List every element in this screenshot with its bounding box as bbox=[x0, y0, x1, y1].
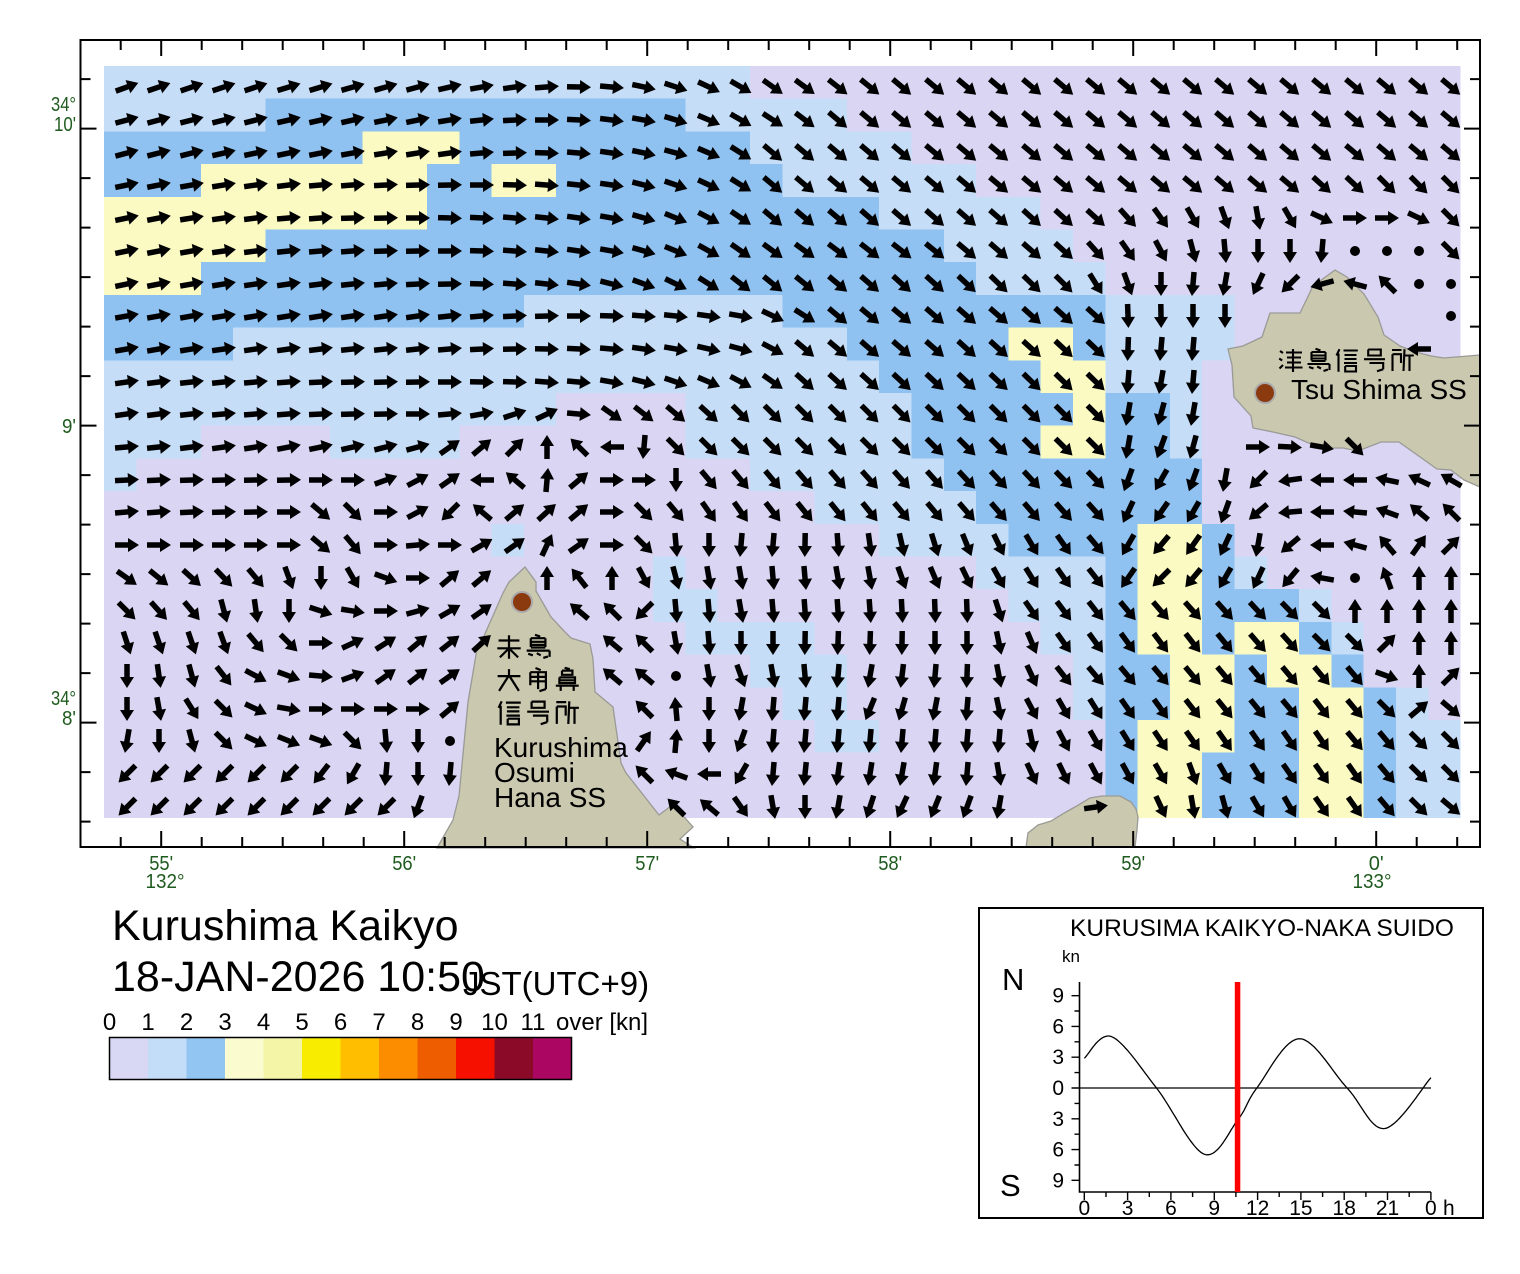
svg-text:18: 18 bbox=[1333, 1197, 1356, 1220]
svg-text:8: 8 bbox=[411, 1009, 424, 1036]
svg-text:9: 9 bbox=[1052, 985, 1064, 1008]
svg-text:Kurushima Kaikyo: Kurushima Kaikyo bbox=[112, 902, 459, 950]
svg-text:6: 6 bbox=[1052, 1015, 1064, 1038]
svg-text:kn: kn bbox=[1062, 947, 1080, 966]
svg-text:3: 3 bbox=[218, 1009, 231, 1036]
svg-text:JST(UTC+9): JST(UTC+9) bbox=[463, 965, 649, 1002]
svg-text:6: 6 bbox=[334, 1009, 347, 1036]
svg-text:10': 10' bbox=[54, 114, 76, 136]
svg-text:N: N bbox=[1002, 962, 1024, 997]
svg-text:1: 1 bbox=[141, 1009, 154, 1036]
svg-text:0: 0 bbox=[1052, 1077, 1064, 1100]
svg-text:S: S bbox=[1000, 1168, 1021, 1203]
svg-text:11: 11 bbox=[521, 1009, 546, 1036]
svg-text:Osumi: Osumi bbox=[494, 757, 575, 788]
svg-text:0: 0 bbox=[103, 1009, 116, 1036]
svg-text:8': 8' bbox=[62, 708, 76, 730]
svg-text:9: 9 bbox=[449, 1009, 462, 1036]
svg-text:21: 21 bbox=[1376, 1197, 1399, 1220]
svg-text:Hana SS: Hana SS bbox=[494, 782, 606, 813]
svg-text:57': 57' bbox=[635, 853, 659, 875]
svg-text:h: h bbox=[1443, 1197, 1455, 1220]
svg-text:Kurushima: Kurushima bbox=[494, 732, 628, 763]
svg-text:12: 12 bbox=[1246, 1197, 1269, 1220]
svg-text:56': 56' bbox=[392, 853, 416, 875]
svg-text:9: 9 bbox=[1052, 1169, 1064, 1192]
svg-text:4: 4 bbox=[257, 1009, 270, 1036]
svg-text:0': 0' bbox=[1369, 853, 1384, 875]
svg-text:10: 10 bbox=[481, 1009, 508, 1036]
svg-text:3: 3 bbox=[1122, 1197, 1134, 1220]
svg-text:Tsu Shima SS: Tsu Shima SS bbox=[1291, 374, 1467, 405]
svg-text:over [kn]: over [kn] bbox=[556, 1009, 648, 1036]
svg-text:59': 59' bbox=[1121, 853, 1145, 875]
svg-text:9': 9' bbox=[62, 416, 76, 438]
svg-text:3: 3 bbox=[1052, 1108, 1064, 1131]
svg-text:6: 6 bbox=[1165, 1197, 1177, 1220]
svg-text:55': 55' bbox=[149, 853, 173, 875]
svg-text:34°: 34° bbox=[51, 688, 76, 710]
svg-text:3: 3 bbox=[1052, 1046, 1064, 1069]
svg-text:58': 58' bbox=[878, 853, 902, 875]
svg-text:18-JAN-2026 10:50: 18-JAN-2026 10:50 bbox=[112, 953, 485, 1001]
svg-text:9: 9 bbox=[1208, 1197, 1220, 1220]
svg-text:5: 5 bbox=[295, 1009, 308, 1036]
svg-text:6: 6 bbox=[1052, 1139, 1064, 1162]
svg-text:KURUSIMA KAIKYO-NAKA SUIDO: KURUSIMA KAIKYO-NAKA SUIDO bbox=[1070, 915, 1454, 942]
svg-text:0: 0 bbox=[1078, 1197, 1090, 1220]
svg-text:2: 2 bbox=[180, 1009, 193, 1036]
svg-text:132°: 132° bbox=[146, 871, 185, 893]
svg-text:0: 0 bbox=[1425, 1197, 1437, 1220]
svg-text:7: 7 bbox=[372, 1009, 385, 1036]
svg-text:15: 15 bbox=[1289, 1197, 1312, 1220]
svg-text:133°: 133° bbox=[1353, 871, 1392, 893]
svg-text:34°: 34° bbox=[51, 94, 76, 116]
